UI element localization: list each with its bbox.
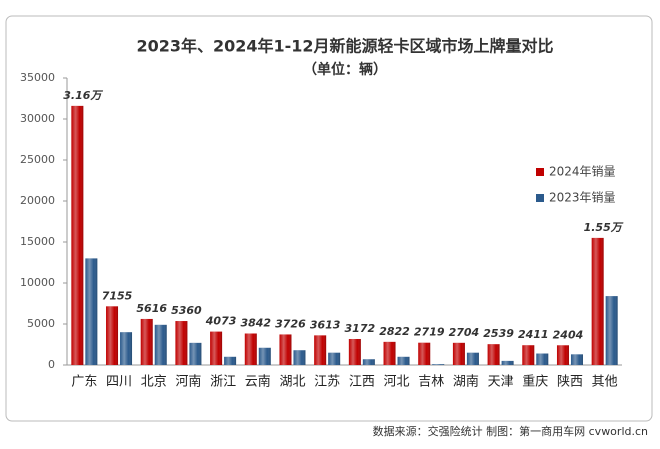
bar-shade xyxy=(85,258,98,365)
y-tick-label: 20000 xyxy=(20,194,55,207)
bar-shade xyxy=(362,359,375,365)
bar-shade xyxy=(591,237,604,365)
bar-shade xyxy=(487,344,500,365)
bar-shade xyxy=(175,321,188,365)
value-label: 3172 xyxy=(345,322,376,335)
legend-swatch xyxy=(536,168,544,176)
chart-title: 2023年、2024年1-12月新能源轻卡区域市场上牌量对比 xyxy=(136,37,553,56)
value-label: 2719 xyxy=(414,326,445,339)
x-tick-label: 重庆 xyxy=(522,374,548,390)
bar-shade xyxy=(328,352,341,365)
y-tick-label: 0 xyxy=(48,358,55,371)
value-label: 3726 xyxy=(275,317,306,330)
bar-shade xyxy=(244,333,257,365)
legend-label: 2023年销量 xyxy=(549,191,616,205)
x-tick-label: 浙江 xyxy=(210,375,236,390)
value-label: 3.16万 xyxy=(63,89,103,102)
x-tick-label: 天津 xyxy=(488,375,514,390)
bar-shade xyxy=(314,335,327,365)
value-label: 3613 xyxy=(310,318,341,331)
bar-shade xyxy=(452,342,465,365)
x-tick-label: 江西 xyxy=(349,375,375,390)
bar-shade xyxy=(293,350,306,365)
y-tick-label: 35000 xyxy=(20,71,55,84)
bar-shade xyxy=(522,345,535,365)
x-tick-label: 湖北 xyxy=(279,375,305,390)
chart-subtitle: （单位：辆） xyxy=(303,61,387,78)
x-tick-label: 河北 xyxy=(384,375,410,390)
bar-shade xyxy=(536,353,549,365)
y-tick-label: 10000 xyxy=(20,276,55,289)
value-label: 2704 xyxy=(449,326,480,339)
y-tick-label: 25000 xyxy=(20,153,55,166)
bar-shade xyxy=(418,342,431,365)
bar-shade xyxy=(432,364,445,365)
x-tick-label: 四川 xyxy=(106,375,132,390)
value-label: 2539 xyxy=(483,327,514,340)
y-tick-label: 5000 xyxy=(27,317,55,330)
bar-shade xyxy=(348,338,361,365)
value-label: 4073 xyxy=(205,315,237,328)
bar-shade xyxy=(383,341,396,365)
bar-shade xyxy=(570,354,583,365)
bar-shade xyxy=(258,347,271,365)
bar-shade xyxy=(397,356,410,365)
value-label: 2404 xyxy=(553,328,584,341)
bar-shade xyxy=(466,352,479,365)
x-tick-label: 吉林 xyxy=(418,375,444,390)
legend-swatch xyxy=(536,194,544,202)
value-label: 2411 xyxy=(518,328,549,341)
bar-shade xyxy=(140,318,153,365)
bar-shade xyxy=(279,334,292,365)
value-label: 1.55万 xyxy=(584,221,624,234)
x-tick-label: 河南 xyxy=(175,374,201,390)
bar-shade xyxy=(189,342,202,365)
x-tick-label: 广东 xyxy=(71,375,97,390)
x-tick-label: 云南 xyxy=(245,374,271,390)
value-label: 5616 xyxy=(136,302,167,315)
source-note: 数据来源：交强险统计 制图：第一商用车网 cvworld.cn xyxy=(373,424,648,438)
value-label: 2822 xyxy=(379,325,410,338)
chart-frame xyxy=(5,15,653,422)
x-tick-label: 江苏 xyxy=(314,374,340,390)
y-tick-label: 30000 xyxy=(20,112,55,125)
x-tick-label: 北京 xyxy=(141,375,167,390)
bar-shade xyxy=(106,306,119,365)
x-tick-label: 其他 xyxy=(592,375,618,390)
value-label: 5360 xyxy=(171,304,202,317)
bar-shade xyxy=(224,356,237,365)
bar-shade xyxy=(120,332,133,365)
bar-shade xyxy=(605,296,618,365)
x-tick-label: 陕西 xyxy=(557,375,583,390)
value-label: 3842 xyxy=(240,316,271,329)
value-label: 7155 xyxy=(102,289,133,302)
bar-shade xyxy=(556,345,569,365)
bar-shade xyxy=(71,105,84,365)
y-tick-label: 15000 xyxy=(20,235,55,248)
bar-shade xyxy=(154,324,167,365)
legend-label: 2024年销量 xyxy=(549,165,616,179)
bar-shade xyxy=(501,360,514,365)
bar-shade xyxy=(210,331,223,365)
x-tick-label: 湖南 xyxy=(453,374,479,390)
